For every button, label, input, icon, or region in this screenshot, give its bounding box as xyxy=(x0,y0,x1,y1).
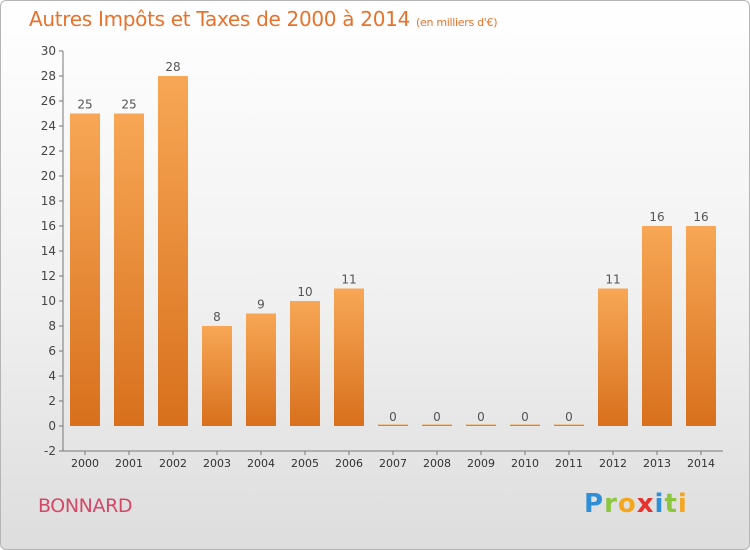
y-tick-label: 18 xyxy=(41,194,56,208)
y-tick-label: 24 xyxy=(41,119,56,133)
chart-unit: (en milliers d'€) xyxy=(416,16,498,29)
y-tick-label: 8 xyxy=(48,319,56,333)
logo-letter: t xyxy=(664,489,678,519)
x-tick-label: 2006 xyxy=(335,457,363,470)
bar-value-label: 25 xyxy=(121,98,136,112)
x-tick-label: 2000 xyxy=(71,457,99,470)
y-tick-label: 16 xyxy=(41,219,56,233)
y-tick-label: -2 xyxy=(44,444,56,458)
bar xyxy=(378,424,408,426)
x-tick-label: 2002 xyxy=(159,457,187,470)
x-tick-label: 2013 xyxy=(643,457,671,470)
y-tick-label: 12 xyxy=(41,269,56,283)
bar xyxy=(642,226,672,426)
bar xyxy=(466,424,496,426)
x-tick-label: 2008 xyxy=(423,457,451,470)
bar xyxy=(422,424,452,426)
x-tick-label: 2011 xyxy=(555,457,583,470)
bar xyxy=(510,424,540,426)
bar-value-label: 11 xyxy=(605,273,620,287)
logo-letter: r xyxy=(604,489,618,519)
commune-name: BONNARD xyxy=(38,495,133,517)
bar xyxy=(246,313,276,426)
bar xyxy=(554,424,584,426)
bar xyxy=(114,113,144,426)
logo-letter: P xyxy=(584,489,605,519)
y-tick-label: 4 xyxy=(48,369,56,383)
x-tick-label: 2004 xyxy=(247,457,275,470)
logo-letter: x xyxy=(636,489,655,519)
bar-value-label: 0 xyxy=(565,410,573,424)
logo-letter: i xyxy=(654,489,665,519)
bar-value-label: 25 xyxy=(77,98,92,112)
bar xyxy=(598,288,628,426)
y-tick-label: 20 xyxy=(41,169,56,183)
bar xyxy=(334,288,364,426)
bar xyxy=(290,301,320,426)
x-tick-label: 2009 xyxy=(467,457,495,470)
x-tick-label: 2010 xyxy=(511,457,539,470)
bar xyxy=(158,76,188,426)
bar-value-label: 0 xyxy=(521,410,529,424)
logo-letter: o xyxy=(617,489,637,519)
bar-value-label: 16 xyxy=(693,210,708,224)
chart-title: Autres Impôts et Taxes de 2000 à 2014 (en… xyxy=(29,7,497,31)
x-tick-label: 2014 xyxy=(687,457,715,470)
x-tick-label: 2003 xyxy=(203,457,231,470)
bar-value-label: 0 xyxy=(389,410,397,424)
y-tick-label: 26 xyxy=(41,94,56,108)
y-tick-label: 30 xyxy=(41,44,56,58)
x-tick-label: 2012 xyxy=(599,457,627,470)
y-tick-label: 2 xyxy=(48,394,56,408)
y-tick-label: 0 xyxy=(48,419,56,433)
y-tick-label: 28 xyxy=(41,69,56,83)
bar xyxy=(70,113,100,426)
y-tick-label: 10 xyxy=(41,294,56,308)
bar-value-label: 0 xyxy=(433,410,441,424)
bar-value-label: 16 xyxy=(649,210,664,224)
chart-title-text: Autres Impôts et Taxes de 2000 à 2014 xyxy=(29,7,410,31)
bar-value-label: 9 xyxy=(257,298,265,312)
x-tick-label: 2005 xyxy=(291,457,319,470)
bar-value-label: 10 xyxy=(297,285,312,299)
bar-value-label: 8 xyxy=(213,310,221,324)
bar-value-label: 28 xyxy=(165,60,180,74)
bar xyxy=(686,226,716,426)
bar-value-label: 11 xyxy=(341,273,356,287)
bar-value-label: 0 xyxy=(477,410,485,424)
x-tick-label: 2001 xyxy=(115,457,143,470)
y-tick-label: 22 xyxy=(41,144,56,158)
proxiti-logo: Proxiti xyxy=(584,489,688,519)
x-tick-label: 2007 xyxy=(379,457,407,470)
bar xyxy=(202,326,232,426)
y-tick-label: 14 xyxy=(41,244,56,258)
logo-letter: i xyxy=(677,489,688,519)
y-tick-label: 6 xyxy=(48,344,56,358)
